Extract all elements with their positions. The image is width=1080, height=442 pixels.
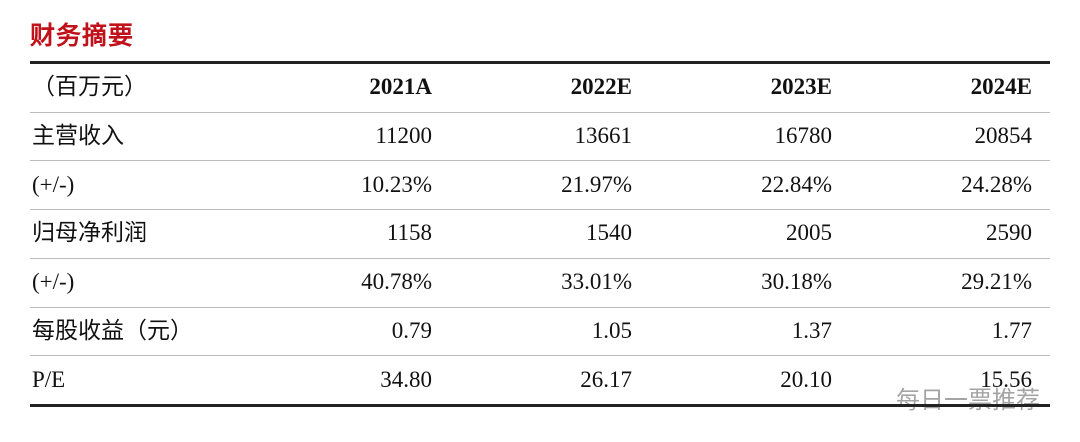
table-cell: 21.97% [561, 171, 632, 197]
table-cell: 13661 [574, 123, 633, 149]
table-cell: 主营收入 [32, 123, 124, 149]
table-cell: 1.05 [591, 317, 632, 343]
table-cell: (+/-) [32, 171, 75, 197]
table-cell: 24.28% [961, 171, 1032, 197]
row-divider [30, 209, 1050, 211]
row-divider [30, 257, 1050, 259]
table-cell: 22.84% [761, 171, 832, 197]
row-divider [30, 355, 1050, 357]
top-rule [30, 61, 1050, 64]
table-cell: 16780 [774, 123, 833, 149]
watermark: 每日一票推荐 [896, 386, 1040, 414]
header-cell: 2021A [369, 74, 432, 100]
table-cell: 33.01% [561, 269, 632, 295]
table-cell: 10.23% [361, 171, 432, 197]
table-cell: 11200 [375, 123, 432, 149]
table-cell: 29.21% [961, 269, 1032, 295]
table-cell: 20.10 [780, 366, 832, 392]
table-cell: 每股收益（元） [32, 317, 193, 343]
header-cell: 2024E [970, 74, 1032, 100]
table-cell: 2005 [786, 220, 832, 246]
table-cell: 1.77 [991, 317, 1032, 343]
table-cell: 40.78% [361, 269, 432, 295]
row-divider [30, 160, 1050, 162]
table-cell: 20854 [974, 123, 1033, 149]
header-cell: 2023E [770, 74, 832, 100]
table-cell: 1540 [586, 220, 632, 246]
row-divider [30, 111, 1050, 113]
table-cell: 1.37 [791, 317, 832, 343]
table-cell: 15.56 [980, 366, 1032, 392]
table-cell: 2590 [986, 220, 1032, 246]
table-cell: P/E [32, 366, 66, 392]
title: 财务摘要 [30, 21, 135, 50]
table-cell: 30.18% [761, 269, 832, 295]
table-cell: (+/-) [32, 269, 75, 295]
header-cell: （百万元） [32, 74, 147, 100]
header-cell: 2022E [570, 74, 632, 100]
table-cell: 34.80 [380, 366, 432, 392]
table-cell: 归母净利润 [32, 220, 147, 246]
table-cell: 26.17 [580, 366, 632, 392]
bottom-rule [30, 403, 1050, 407]
table-cell: 1158 [386, 220, 432, 246]
table-cell: 0.79 [391, 317, 432, 343]
row-divider [30, 306, 1050, 308]
